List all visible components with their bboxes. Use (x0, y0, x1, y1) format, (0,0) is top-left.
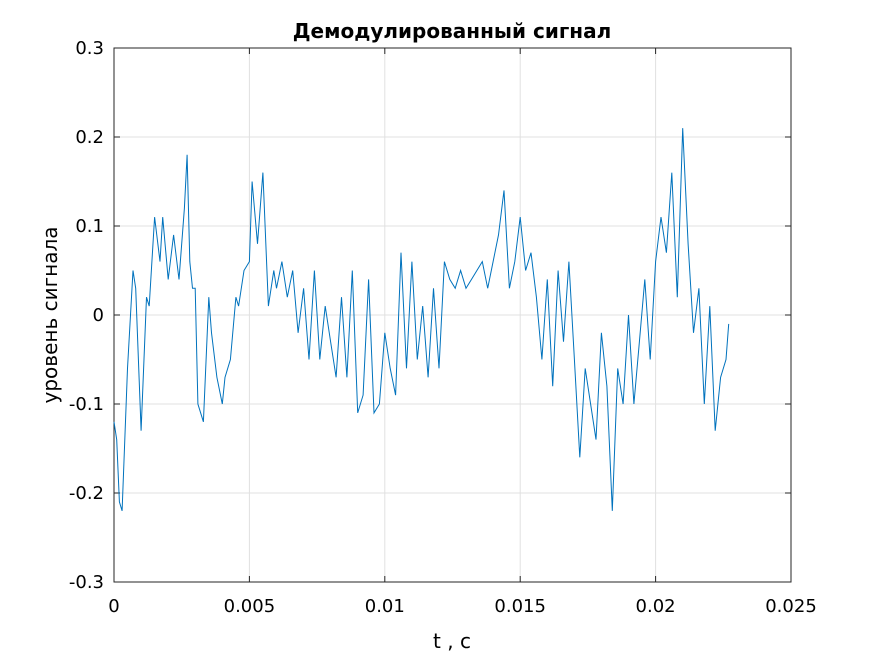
x-tick-label: 0.005 (224, 596, 276, 617)
x-tick-label: 0.015 (494, 596, 546, 617)
y-tick-label: -0.2 (69, 483, 104, 504)
series-layer (113, 128, 730, 511)
y-tick-label: 0.3 (75, 38, 104, 59)
y-tick-label: 0.1 (75, 216, 104, 237)
x-tick-label: 0 (108, 596, 119, 617)
chart-title: Демодулированный сигнал (293, 19, 612, 43)
y-tick-labels: -0.3 -0.2 -0.1 0 0.1 0.2 0.3 (69, 38, 104, 593)
x-tick-label: 0.02 (636, 596, 676, 617)
x-tick-label: 0.025 (765, 596, 817, 617)
y-tick-label: -0.1 (69, 394, 104, 415)
y-tick-label: 0.2 (75, 127, 104, 148)
x-axis-label: t , c (433, 629, 471, 653)
y-axis-label: уровень сигнала (38, 227, 62, 404)
y-tick-label: -0.3 (69, 572, 104, 593)
x-tick-label: 0.01 (365, 596, 405, 617)
x-tick-labels: 0 0.005 0.01 0.015 0.02 0.025 (108, 596, 816, 617)
y-tick-label: 0 (93, 305, 104, 326)
tick-marks (113, 47, 792, 583)
signal-line (113, 128, 730, 511)
